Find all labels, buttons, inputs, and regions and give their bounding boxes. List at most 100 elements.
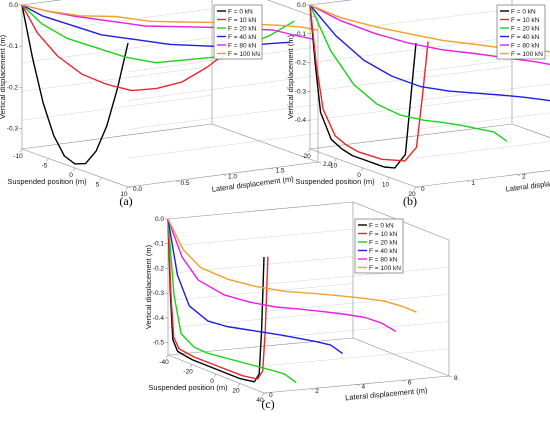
y-tick-mark bbox=[222, 174, 227, 176]
x-axis-title: Suspended position (m) bbox=[7, 177, 87, 186]
gridline bbox=[415, 141, 550, 159]
x-tick-label: 10 bbox=[120, 191, 128, 198]
axis-frame-line bbox=[309, 123, 513, 150]
gridline bbox=[127, 104, 319, 130]
x-tick-mark bbox=[213, 373, 217, 378]
axis-frame-line bbox=[352, 337, 450, 377]
z-tick-label: 0.0 bbox=[9, 2, 18, 9]
legend-label: F = 0 kN bbox=[511, 8, 536, 15]
axis-frame-line bbox=[309, 0, 353, 6]
z-tick-label: -0.3 bbox=[153, 290, 165, 297]
x-tick-label: 20 bbox=[232, 388, 240, 395]
series-line bbox=[21, 4, 319, 31]
y-axis-title: Lateral displacement (m) bbox=[211, 174, 294, 194]
x-axis-title: Suspended position (m) bbox=[148, 383, 228, 392]
legend-label: F = 0 kN bbox=[369, 222, 394, 229]
y-tick-label: 6 bbox=[408, 379, 412, 386]
x-tick-label: 40 bbox=[256, 397, 264, 404]
z-tick-label: 0.0 bbox=[297, 2, 306, 9]
x-tick-mark bbox=[165, 354, 169, 359]
gridline bbox=[309, 8, 513, 35]
x-tick-label: -20 bbox=[183, 369, 193, 376]
series-line bbox=[167, 218, 417, 313]
x-tick-label: -10 bbox=[13, 153, 23, 160]
y-tick-label: 0 bbox=[269, 392, 273, 399]
x-axis-title: Suspended position (m) bbox=[295, 177, 375, 186]
z-tick-label: -0.3 bbox=[295, 88, 307, 95]
y-tick-mark bbox=[175, 180, 179, 183]
y-tick-label: 0 bbox=[421, 186, 425, 193]
axis-frame-line bbox=[511, 123, 550, 138]
series-line bbox=[21, 4, 257, 92]
x-tick-mark bbox=[46, 158, 49, 162]
x-tick-mark bbox=[189, 364, 193, 368]
legend-label: F = 100 kN bbox=[228, 51, 260, 58]
x-tick-mark bbox=[307, 148, 311, 153]
series-line bbox=[309, 4, 429, 162]
gridline bbox=[309, 37, 513, 63]
x-tick-label: 10 bbox=[382, 182, 390, 189]
z-axis-title: Vertical displacement (m) bbox=[286, 34, 295, 119]
legend-box bbox=[354, 218, 404, 274]
x-tick-mark bbox=[19, 148, 23, 153]
series-line bbox=[309, 4, 508, 142]
x-tick-mark bbox=[413, 186, 417, 191]
legend-label: F = 40 kN bbox=[511, 34, 540, 41]
x-tick-label: 5 bbox=[96, 182, 100, 189]
legend-label: F = 80 kN bbox=[369, 256, 398, 263]
y-tick-mark bbox=[263, 392, 268, 395]
gridline bbox=[263, 348, 450, 367]
x-tick-mark bbox=[125, 186, 129, 191]
panel-label: (a) bbox=[119, 194, 132, 208]
gridline bbox=[415, 83, 550, 101]
panel-label: (c) bbox=[261, 397, 274, 411]
z-axis-title: Vertical displacement (m) bbox=[0, 34, 7, 119]
x-tick-label: 0 bbox=[210, 378, 214, 385]
y-tick-mark bbox=[448, 375, 453, 378]
x-tick-mark bbox=[360, 167, 364, 172]
z-tick-label: -0.1 bbox=[295, 31, 307, 38]
y-tick-mark bbox=[310, 388, 314, 391]
z-tick-label: -0.2 bbox=[7, 84, 19, 91]
series-line bbox=[309, 4, 550, 66]
series-line bbox=[21, 4, 314, 40]
z-tick-label: -0.2 bbox=[295, 60, 307, 67]
legend-label: F = 100 kN bbox=[369, 265, 401, 272]
z-tick-label: 0.0 bbox=[155, 216, 164, 223]
legend-label: F = 20 kN bbox=[369, 239, 398, 246]
y-tick-mark bbox=[317, 161, 322, 164]
chart-panel-1: -10 -5 0 5 10 0.0 0.5 1.0 1.5 2.0 0.0 -0.1 -0.2 -0.3 S… bbox=[0, 0, 332, 208]
y-tick-label: 8 bbox=[454, 375, 458, 382]
axis-frame-line bbox=[211, 123, 319, 163]
series-line bbox=[167, 218, 397, 333]
y-tick-label: 2 bbox=[315, 388, 319, 395]
z-tick-label: -0.1 bbox=[153, 241, 165, 248]
x-tick-label: 0 bbox=[69, 172, 73, 179]
legend-label: F = 40 kN bbox=[228, 34, 257, 41]
y-tick-label: 0.5 bbox=[181, 180, 190, 187]
x-tick-mark bbox=[237, 383, 241, 387]
x-tick-mark bbox=[261, 392, 265, 397]
axis-frame-line bbox=[266, 0, 319, 19]
y-axis-title: Lateral displacement (m) bbox=[505, 174, 550, 193]
legend: F = 0 kN F = 10 kNF = 20 kN F = 40 kNF = 8… bbox=[496, 4, 546, 60]
x-tick-mark bbox=[72, 167, 76, 172]
gridline bbox=[21, 37, 213, 63]
axis-frame-line bbox=[21, 0, 63, 6]
legend: F = 0 kN F = 10 kNF = 20 kN F = 40 kNF = 8… bbox=[213, 4, 263, 60]
gridline bbox=[167, 228, 354, 247]
z-tick-label: -0.4 bbox=[295, 117, 307, 124]
gridline bbox=[21, 66, 213, 92]
x-tick-label: -5 bbox=[42, 163, 48, 170]
legend-label: F = 10 kN bbox=[369, 231, 398, 238]
legend-label: F = 0 kN bbox=[228, 8, 253, 15]
gridline bbox=[415, 112, 550, 130]
y-tick-label: 1.0 bbox=[228, 174, 237, 181]
y-tick-mark bbox=[127, 186, 132, 189]
gridline bbox=[309, 94, 513, 121]
x-tick-label: 20 bbox=[408, 191, 416, 198]
y-tick-mark bbox=[356, 384, 360, 386]
legend: F = 0 kN F = 10 kNF = 20 kN F = 40 kNF = 8… bbox=[354, 218, 404, 274]
legend-label: F = 40 kN bbox=[369, 248, 398, 255]
chart-panel-3: -40 -20 0 20 40 0 2 4 6 8 0.0 -0.1 -0.2 -0.3 -0.4 -0.5 S… bbox=[144, 201, 458, 411]
